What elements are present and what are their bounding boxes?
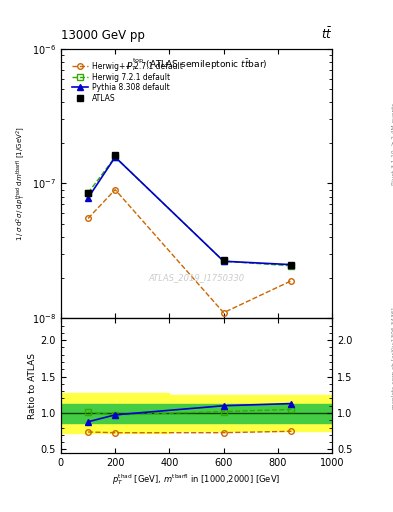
Line: Pythia 8.308 default: Pythia 8.308 default: [85, 154, 294, 267]
Bar: [169, 395, 332, 431]
Y-axis label: Ratio to ATLAS: Ratio to ATLAS: [28, 353, 37, 419]
Line: Herwig 7.2.1 default: Herwig 7.2.1 default: [85, 154, 294, 269]
Text: mcplots.cern.ch [arXiv:1306.3436]: mcplots.cern.ch [arXiv:1306.3436]: [392, 308, 393, 409]
Herwig 7.2.1 default: [221, 258, 226, 264]
Text: $p_T^{\mathrm{top}}$ (ATLAS semileptonic $t\bar{t}$bar): $p_T^{\mathrm{top}}$ (ATLAS semileptonic…: [126, 57, 267, 73]
Herwig 7.2.1 default: [289, 263, 294, 269]
Text: ATLAS_2019_I1750330: ATLAS_2019_I1750330: [149, 273, 244, 282]
Bar: [61, 393, 169, 434]
Text: Rivet 3.1.10, ≥ 2.4M events: Rivet 3.1.10, ≥ 2.4M events: [392, 102, 393, 185]
Herwig 7.2.1 default: [113, 154, 118, 160]
Herwig++ 2.7.1 default: [86, 216, 90, 222]
Line: ATLAS: ATLAS: [84, 152, 295, 268]
ATLAS: [86, 190, 90, 196]
Herwig 7.2.1 default: [86, 190, 90, 196]
X-axis label: $p_T^{\mathrm{thad}}$ [GeV], $m^{\mathrm{tbarfl}}$ in [1000,2000] [GeV]: $p_T^{\mathrm{thad}}$ [GeV], $m^{\mathrm…: [112, 472, 281, 487]
Line: Herwig++ 2.7.1 default: Herwig++ 2.7.1 default: [85, 187, 294, 315]
Legend: Herwig++ 2.7.1 default, Herwig 7.2.1 default, Pythia 8.308 default, ATLAS: Herwig++ 2.7.1 default, Herwig 7.2.1 def…: [70, 60, 184, 104]
Pythia 8.308 default: [221, 258, 226, 264]
Herwig++ 2.7.1 default: [221, 310, 226, 316]
Herwig++ 2.7.1 default: [289, 278, 294, 284]
Bar: [61, 403, 169, 422]
Pythia 8.308 default: [113, 154, 118, 160]
Text: 13000 GeV pp: 13000 GeV pp: [61, 29, 145, 42]
ATLAS: [221, 257, 226, 263]
Text: $t\bar{t}$: $t\bar{t}$: [321, 27, 332, 42]
Pythia 8.308 default: [289, 262, 294, 268]
ATLAS: [289, 262, 294, 268]
Pythia 8.308 default: [86, 195, 90, 201]
Y-axis label: $1\,/\,\sigma\;\mathrm{d}^2\sigma\,/\,\mathrm{d}\,p_T^{\mathrm{thad}}\,\mathrm{d: $1\,/\,\sigma\;\mathrm{d}^2\sigma\,/\,\m…: [15, 126, 28, 241]
Herwig++ 2.7.1 default: [113, 186, 118, 193]
ATLAS: [113, 152, 118, 158]
Bar: [169, 403, 332, 422]
